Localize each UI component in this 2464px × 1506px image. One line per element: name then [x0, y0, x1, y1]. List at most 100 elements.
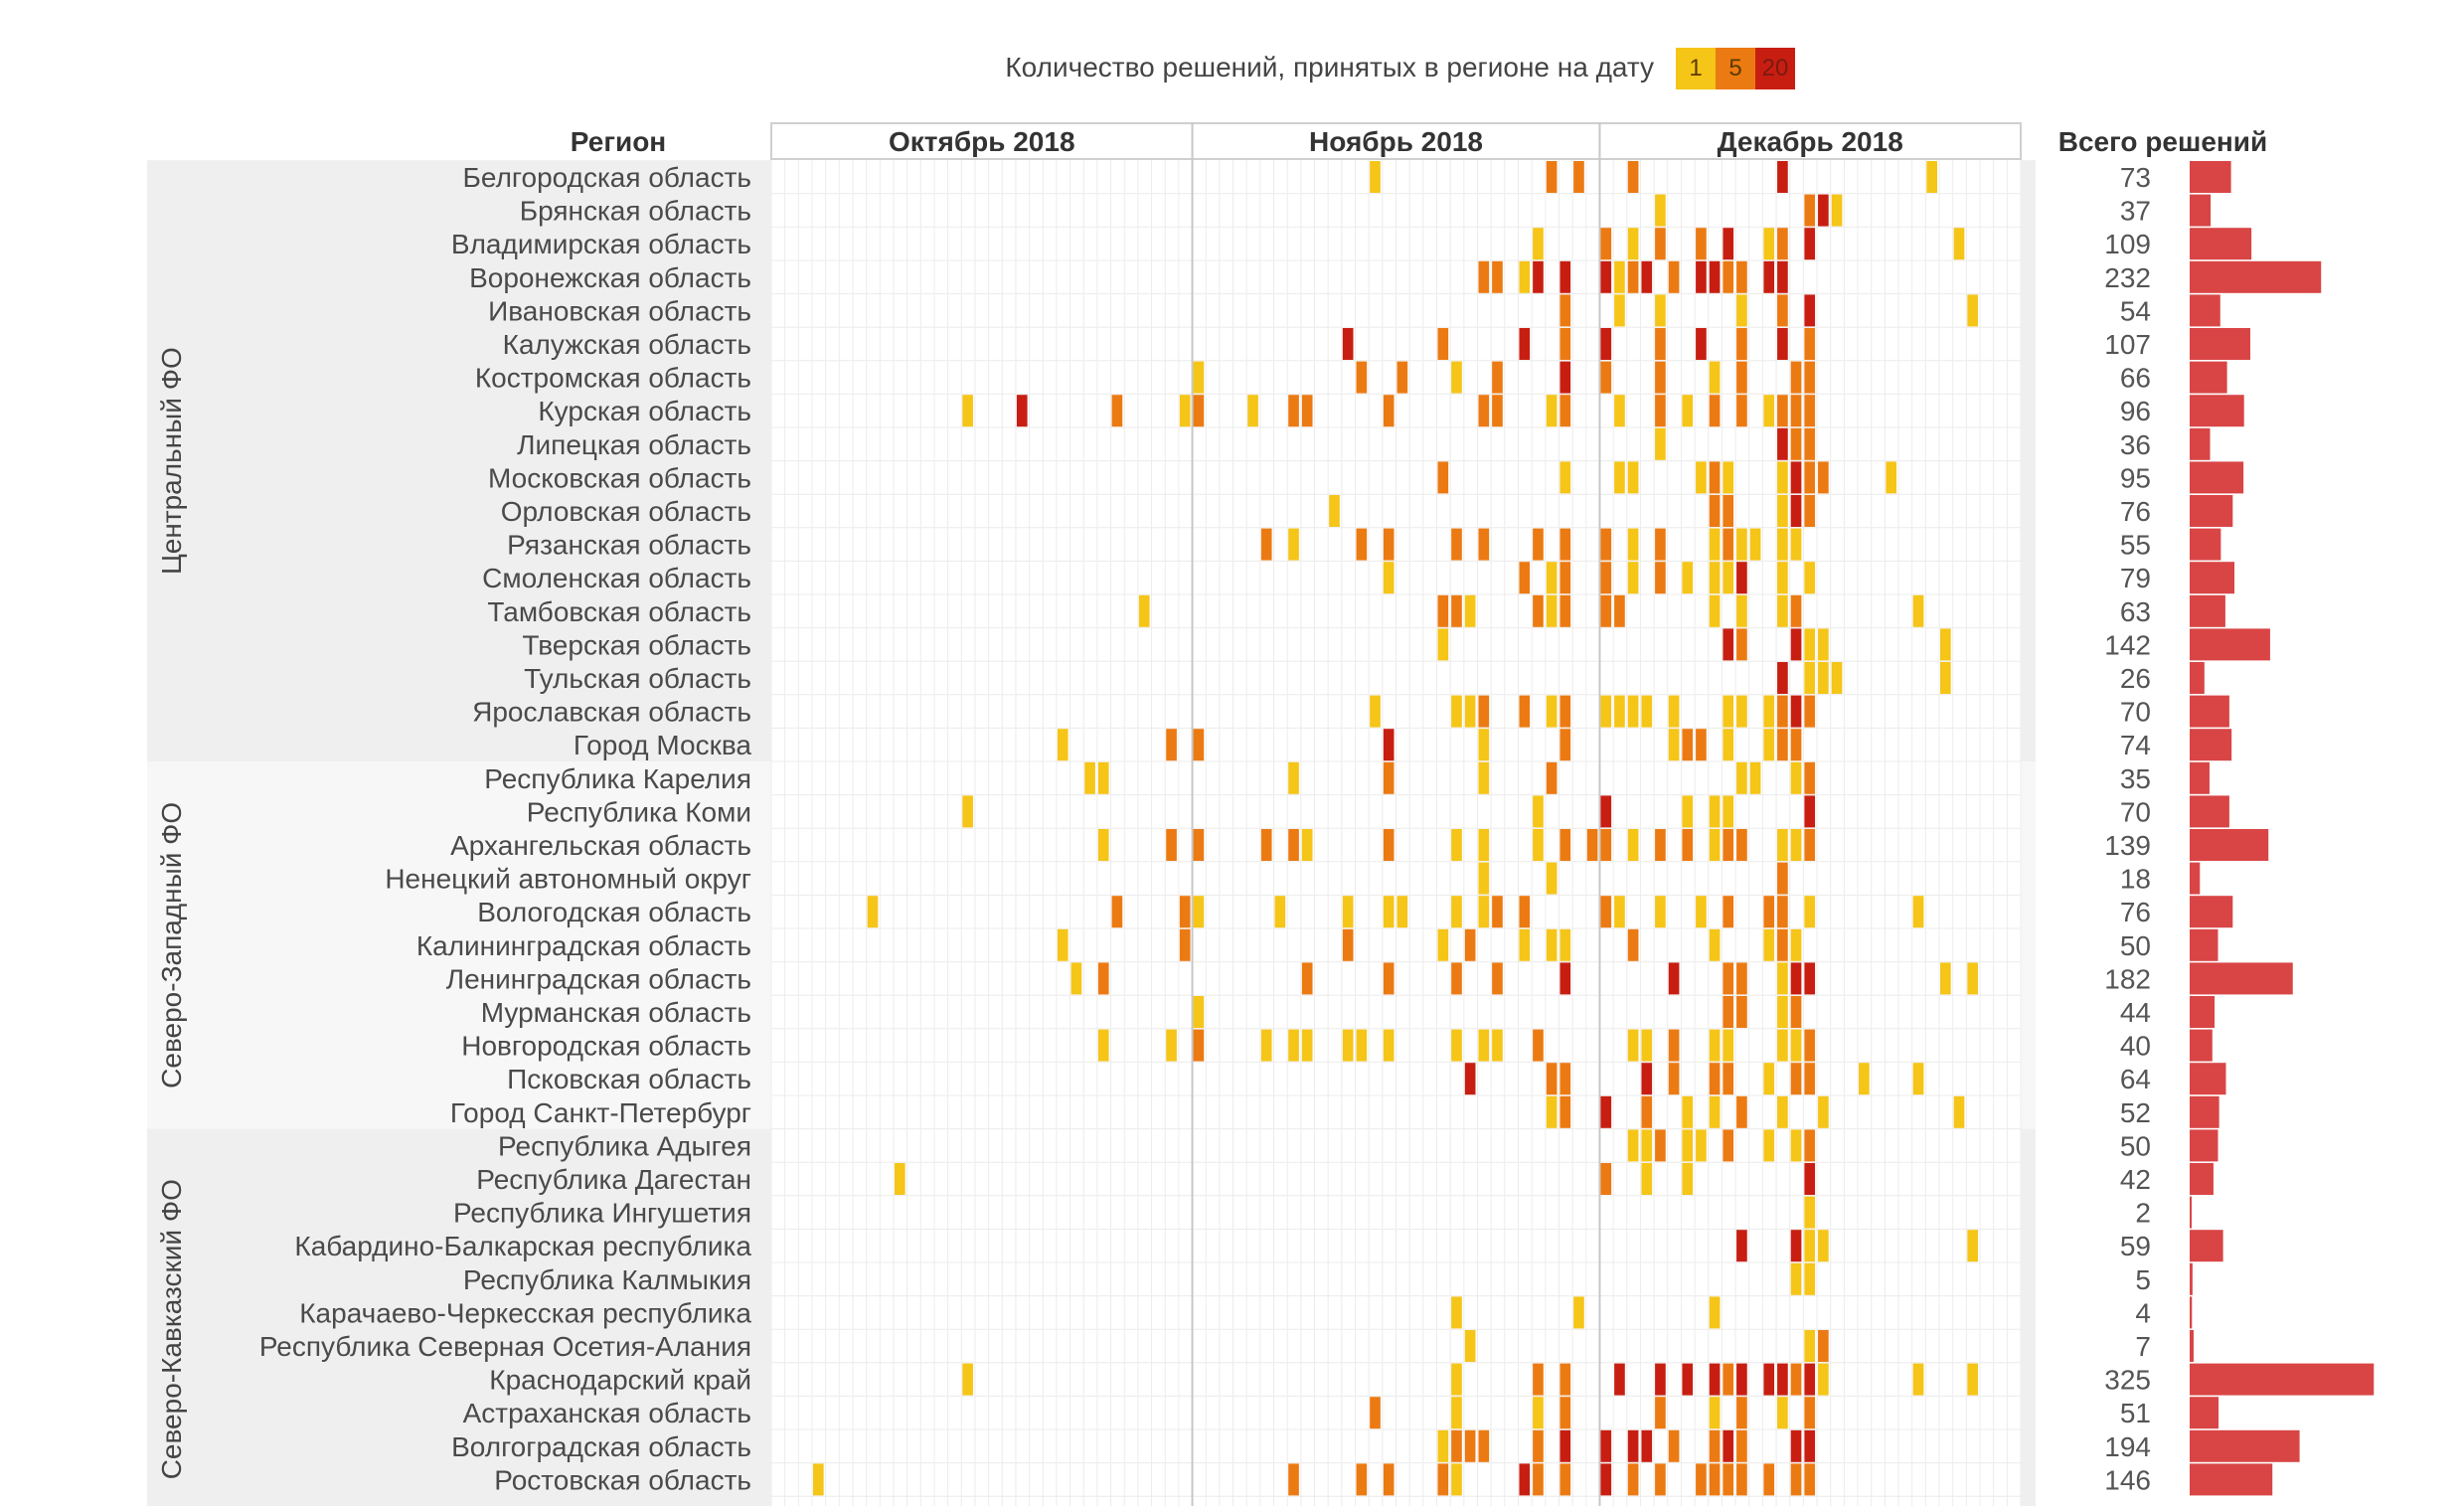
total-bar	[2190, 528, 2221, 561]
total-value: 40	[2120, 1031, 2151, 1062]
total-value: 55	[2120, 530, 2151, 561]
heatmap-cell	[1777, 729, 1788, 761]
heatmap-cell	[1179, 928, 1191, 961]
total-bar	[2190, 461, 2244, 494]
heatmap-cell	[1627, 461, 1639, 494]
heatmap-cell	[1790, 528, 1802, 561]
heatmap-cell	[1953, 1095, 1965, 1128]
region-label: Курская область	[538, 396, 751, 426]
heatmap-cell	[1736, 761, 1747, 794]
month-label: Октябрь 2018	[889, 126, 1075, 157]
heatmap-cell	[1709, 1296, 1721, 1329]
heatmap-cell	[1533, 228, 1544, 260]
heatmap-cell	[1709, 795, 1721, 828]
heatmap-cell	[1560, 928, 1571, 961]
heatmap-cell	[1070, 962, 1082, 995]
heatmap-cell	[1709, 1463, 1721, 1496]
region-label: Астраханская область	[463, 1398, 751, 1428]
heatmap-cell	[1301, 962, 1313, 995]
heatmap-cell	[1492, 896, 1503, 928]
heatmap-cell	[1260, 528, 1272, 561]
region-label: Владимирская область	[451, 229, 751, 259]
heatmap-cell	[1560, 260, 1571, 293]
heatmap-cell	[1600, 1095, 1612, 1128]
heatmap-cell	[1641, 1095, 1653, 1128]
total-value: 26	[2120, 663, 2151, 694]
total-bars	[2190, 161, 2375, 1496]
heatmap-cell	[1682, 1163, 1694, 1195]
heatmap-cell	[1383, 1463, 1395, 1496]
heatmap-cell	[1790, 427, 1802, 460]
heatmap-cell	[894, 1163, 905, 1195]
heatmap-cell	[1831, 194, 1843, 227]
total-bar	[2190, 1129, 2218, 1162]
region-label: Псковская область	[507, 1064, 751, 1094]
heatmap-cell	[1736, 294, 1747, 327]
heatmap-cell	[1723, 628, 1734, 661]
heatmap-cell	[1288, 1029, 1299, 1062]
region-label: Воронежская область	[469, 262, 751, 293]
region-label: Ивановская область	[488, 295, 751, 326]
total-value: 232	[2104, 262, 2151, 293]
heatmap-cell	[1790, 628, 1802, 661]
heatmap-cell	[1763, 260, 1775, 293]
heatmap-cell	[1777, 996, 1788, 1028]
heatmap-cell	[1668, 1429, 1680, 1462]
heatmap-cell	[1723, 528, 1734, 561]
total-value: 146	[2104, 1464, 2151, 1495]
heatmap-cell	[1614, 1363, 1625, 1396]
heatmap-cell	[1193, 829, 1205, 861]
heatmap-cell	[1818, 1363, 1829, 1396]
heatmap-cell	[962, 395, 973, 427]
total-value: 139	[2104, 830, 2151, 861]
heatmap-cell	[1655, 395, 1666, 427]
heatmap-cell	[1736, 395, 1747, 427]
total-bar	[2190, 896, 2233, 928]
heatmap-cell	[1709, 562, 1721, 594]
heatmap-cell	[1804, 1463, 1816, 1496]
heatmap-cell	[1682, 562, 1694, 594]
heatmap-cell	[1912, 1363, 1924, 1396]
heatmap-cell	[1600, 1463, 1612, 1496]
heatmap-cell	[1709, 1397, 1721, 1429]
heatmap-cell	[1478, 862, 1490, 895]
total-bar	[2190, 1196, 2192, 1229]
heatmap-cell	[1600, 228, 1612, 260]
heatmap-cell	[1709, 1063, 1721, 1095]
region-label: Ленинградская область	[446, 963, 751, 994]
heatmap-cell	[1790, 761, 1802, 794]
heatmap-cell	[1696, 228, 1707, 260]
heatmap-cell	[1560, 528, 1571, 561]
heatmap-cell	[1451, 1029, 1462, 1062]
heatmap-cell	[1097, 962, 1109, 995]
heatmap-cell	[1790, 928, 1802, 961]
heatmap-cell	[1682, 1129, 1694, 1162]
heatmap-cell	[1709, 260, 1721, 293]
heatmap-cell	[1736, 562, 1747, 594]
total-value: 79	[2120, 563, 2151, 593]
group-label: Центральный ФО	[156, 347, 187, 575]
heatmap-cell	[1736, 829, 1747, 861]
region-label: Республика Ингушетия	[453, 1198, 751, 1229]
total-bar	[2190, 228, 2252, 260]
heatmap-cell	[962, 1363, 973, 1396]
heatmap-cell	[1696, 260, 1707, 293]
total-bar	[2190, 1230, 2223, 1262]
heatmap-cell	[1777, 228, 1788, 260]
heatmap-cell	[1084, 761, 1095, 794]
heatmap-cell	[1777, 1363, 1788, 1396]
total-value: 74	[2120, 730, 2151, 760]
heatmap-cell	[1492, 260, 1503, 293]
heatmap-cell	[1804, 328, 1816, 360]
heatmap-cell	[1573, 1296, 1584, 1329]
heatmap-cell	[1627, 1129, 1639, 1162]
heatmap-cell	[1763, 928, 1775, 961]
heatmap-cell	[1696, 896, 1707, 928]
heatmap-cell	[1519, 328, 1531, 360]
heatmap-cell	[1709, 594, 1721, 627]
region-label: Ростовская область	[494, 1464, 751, 1495]
heatmap-cell	[1736, 1363, 1747, 1396]
heatmap-cell	[1940, 662, 1951, 694]
heatmap-cell	[1749, 528, 1761, 561]
total-bar	[2190, 662, 2205, 694]
